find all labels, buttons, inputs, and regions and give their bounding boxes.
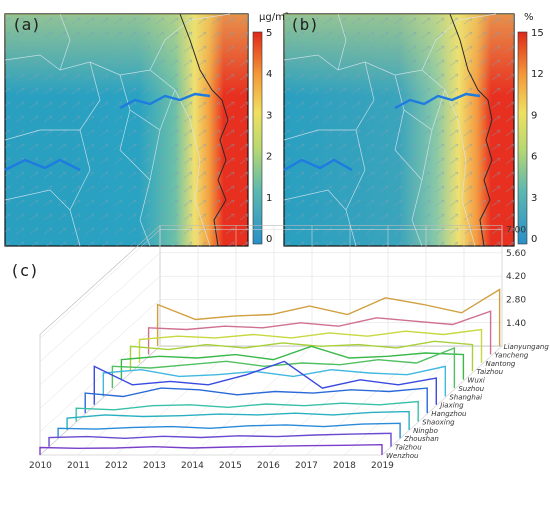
panel-b-boundaries [283, 13, 497, 247]
panel-a-unit: μg/m³ [259, 12, 289, 23]
series-label: Shanghai [449, 393, 482, 401]
series-label: Ningbo [413, 427, 438, 435]
panel-b-river [283, 92, 481, 172]
series-label: Jiaxing [438, 402, 464, 410]
chart-left-wall [39, 224, 161, 456]
x-tick-label: 2011 [67, 461, 90, 471]
series-label: Zhoushan [403, 435, 439, 443]
colorbar-tick-label: 3 [531, 193, 537, 204]
series-line [93, 360, 438, 405]
floor-gridline [381, 345, 503, 456]
z-gridline-left [39, 229, 161, 339]
floor-gridline [267, 345, 389, 456]
panel-a-colorbar [252, 31, 263, 245]
series-line [57, 422, 401, 439]
series-label: Hangzhou [431, 410, 467, 418]
panel-a-colorbar-ticks: 5 4 3 2 1 0 [266, 28, 272, 245]
series-label: Taizhou [476, 368, 503, 376]
series-label: Wuxi [467, 377, 485, 385]
x-tick-label: 2018 [333, 461, 356, 471]
z-tick-label: 7.00 [506, 226, 526, 236]
floor-gridline [343, 345, 465, 456]
chart-z-ticks: 7.00 5.60 4.20 2.80 1.40 [506, 226, 526, 329]
floor-gridline [305, 345, 427, 456]
series-line [84, 387, 428, 414]
z-tick-label: 4.20 [506, 272, 526, 282]
chart-x-ticks: 2010 2011 2012 2013 2014 2015 2016 2017 2018 2019 [29, 461, 394, 471]
x-tick-label: 2010 [29, 461, 52, 471]
colorbar-tick-label: 1 [266, 193, 272, 204]
colorbar-tick-label: 5 [266, 28, 272, 39]
panel-b-coastline [449, 13, 493, 247]
series-line [66, 410, 410, 430]
series-label: Yancheng [495, 351, 529, 359]
z-gridline-left [39, 275, 161, 386]
series-line [39, 443, 383, 455]
panel-b-unit: % [524, 12, 534, 23]
series-line [129, 340, 474, 372]
floor-gridline [115, 345, 237, 456]
panel-c-label: (c) [10, 261, 39, 280]
panel-c: (c) 7.005.604.202.801.40 2010 2011 2012 201… [10, 224, 549, 471]
colorbar-tick-label: 12 [531, 69, 544, 80]
series-line [75, 400, 419, 422]
colorbar-tick-label: 3 [266, 110, 272, 121]
chart-series [39, 288, 501, 455]
z-gridline-left [39, 299, 161, 409]
series-label: Wenzhou [386, 452, 419, 460]
panel-b-label: (b) [290, 15, 319, 34]
z-tick-label: 2.80 [506, 295, 526, 305]
series-line [138, 328, 483, 363]
series-line [48, 432, 392, 447]
panel-a-boundaries [4, 13, 231, 247]
x-tick-label: 2019 [371, 461, 394, 471]
series-label: Nantong [486, 360, 516, 368]
floor-gridline [77, 345, 199, 456]
x-tick-label: 2013 [143, 461, 166, 471]
panel-b-colorbar-ticks: 15 12 9 6 3 0 [531, 28, 544, 245]
colorbar-tick-label: 15 [531, 28, 544, 39]
z-tick-label: 5.60 [506, 249, 526, 259]
x-tick-label: 2017 [295, 461, 318, 471]
colorbar-tick-label: 4 [266, 69, 272, 80]
colorbar-tick-label: 0 [531, 234, 537, 245]
x-tick-label: 2014 [181, 461, 204, 471]
series-line [156, 288, 501, 347]
panel-a-river [4, 92, 211, 172]
colorbar-tick-label: 2 [266, 152, 272, 163]
panel-a-coastline [179, 13, 229, 247]
chart-city-labels: LianyungangYanchengNantongTaizhouWuxiSuz… [386, 343, 549, 460]
series-label: Taizhou [395, 444, 422, 452]
panel-b-colorbar [517, 31, 528, 245]
series-label: Suzhou [458, 385, 484, 393]
panel-b: (b) % 15 12 9 6 3 0 [283, 12, 544, 247]
x-tick-label: 2012 [105, 461, 128, 471]
colorbar-tick-label: 9 [531, 110, 537, 121]
floor-gridline [39, 345, 161, 456]
floor-gridline [229, 345, 351, 456]
panel-a-label: (a) [12, 15, 41, 34]
series-line [102, 365, 447, 397]
x-tick-label: 2016 [257, 461, 280, 471]
series-label: Shaoxing [422, 418, 455, 426]
series-line [147, 310, 492, 355]
series-line [111, 346, 456, 388]
colorbar-tick-label: 0 [266, 234, 272, 245]
panel-a: (a) μg/m³ 5 4 3 2 1 0 [4, 12, 289, 247]
series-line [120, 345, 465, 380]
colorbar-tick-label: 6 [531, 152, 537, 163]
series-label: Lianyungang [504, 343, 550, 351]
x-tick-label: 2015 [219, 461, 242, 471]
z-gridline-left [39, 252, 161, 362]
z-tick-label: 1.40 [506, 319, 526, 329]
